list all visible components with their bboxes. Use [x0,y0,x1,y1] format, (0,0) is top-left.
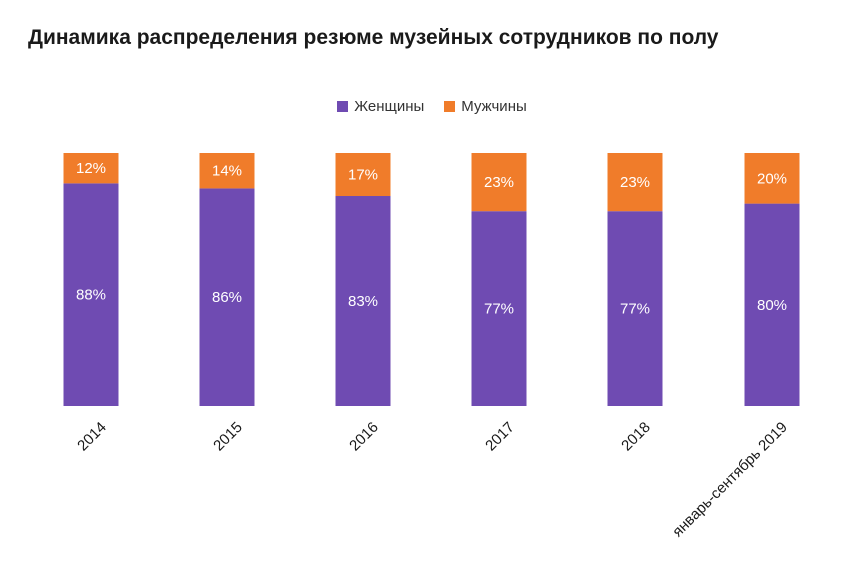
x-tick-label-5: январь-сентябрь 2019 [669,419,791,541]
legend-swatch-men [444,101,456,112]
data-label-women-4: 77% [620,301,650,318]
legend-label-women: Женщины [354,98,425,115]
bar-women-0 [63,183,119,406]
bar-men-0 [63,153,119,184]
bar-women-5 [744,203,800,406]
legend-label-men: Мужчины [461,98,527,115]
bar-men-4 [607,153,663,212]
legend-swatch-women [337,101,349,112]
data-label-women-1: 86% [212,289,242,306]
x-tick-label-0: 2014 [74,419,110,455]
chart-title: Динамика распределения резюме музейных с… [28,26,719,49]
data-label-women-5: 80% [757,297,787,314]
bar-women-3 [471,211,527,406]
data-label-women-2: 83% [348,293,378,310]
data-label-women-3: 77% [484,301,514,318]
x-tick-label-3: 2017 [482,419,518,455]
data-label-men-5: 20% [757,170,787,187]
legend-item-women: Женщины [337,98,424,115]
bar-men-3 [471,153,527,212]
legend-item-men: Мужчины [444,98,527,115]
bar-men-5 [744,153,800,204]
data-label-men-3: 23% [484,174,514,191]
data-label-men-1: 14% [212,163,242,180]
bar-men-1 [199,153,255,189]
data-label-men-2: 17% [348,167,378,184]
data-label-men-0: 12% [76,160,106,177]
bar-men-2 [335,153,391,197]
bar-women-4 [607,211,663,406]
bar-women-1 [199,188,255,406]
legend: Женщины Мужчины [0,98,864,115]
x-tick-label-4: 2018 [618,419,654,455]
data-label-men-4: 23% [620,174,650,191]
data-label-women-0: 88% [76,287,106,304]
x-tick-label-2: 2016 [346,419,382,455]
x-tick-label-1: 2015 [210,419,246,455]
bar-women-2 [335,196,391,406]
